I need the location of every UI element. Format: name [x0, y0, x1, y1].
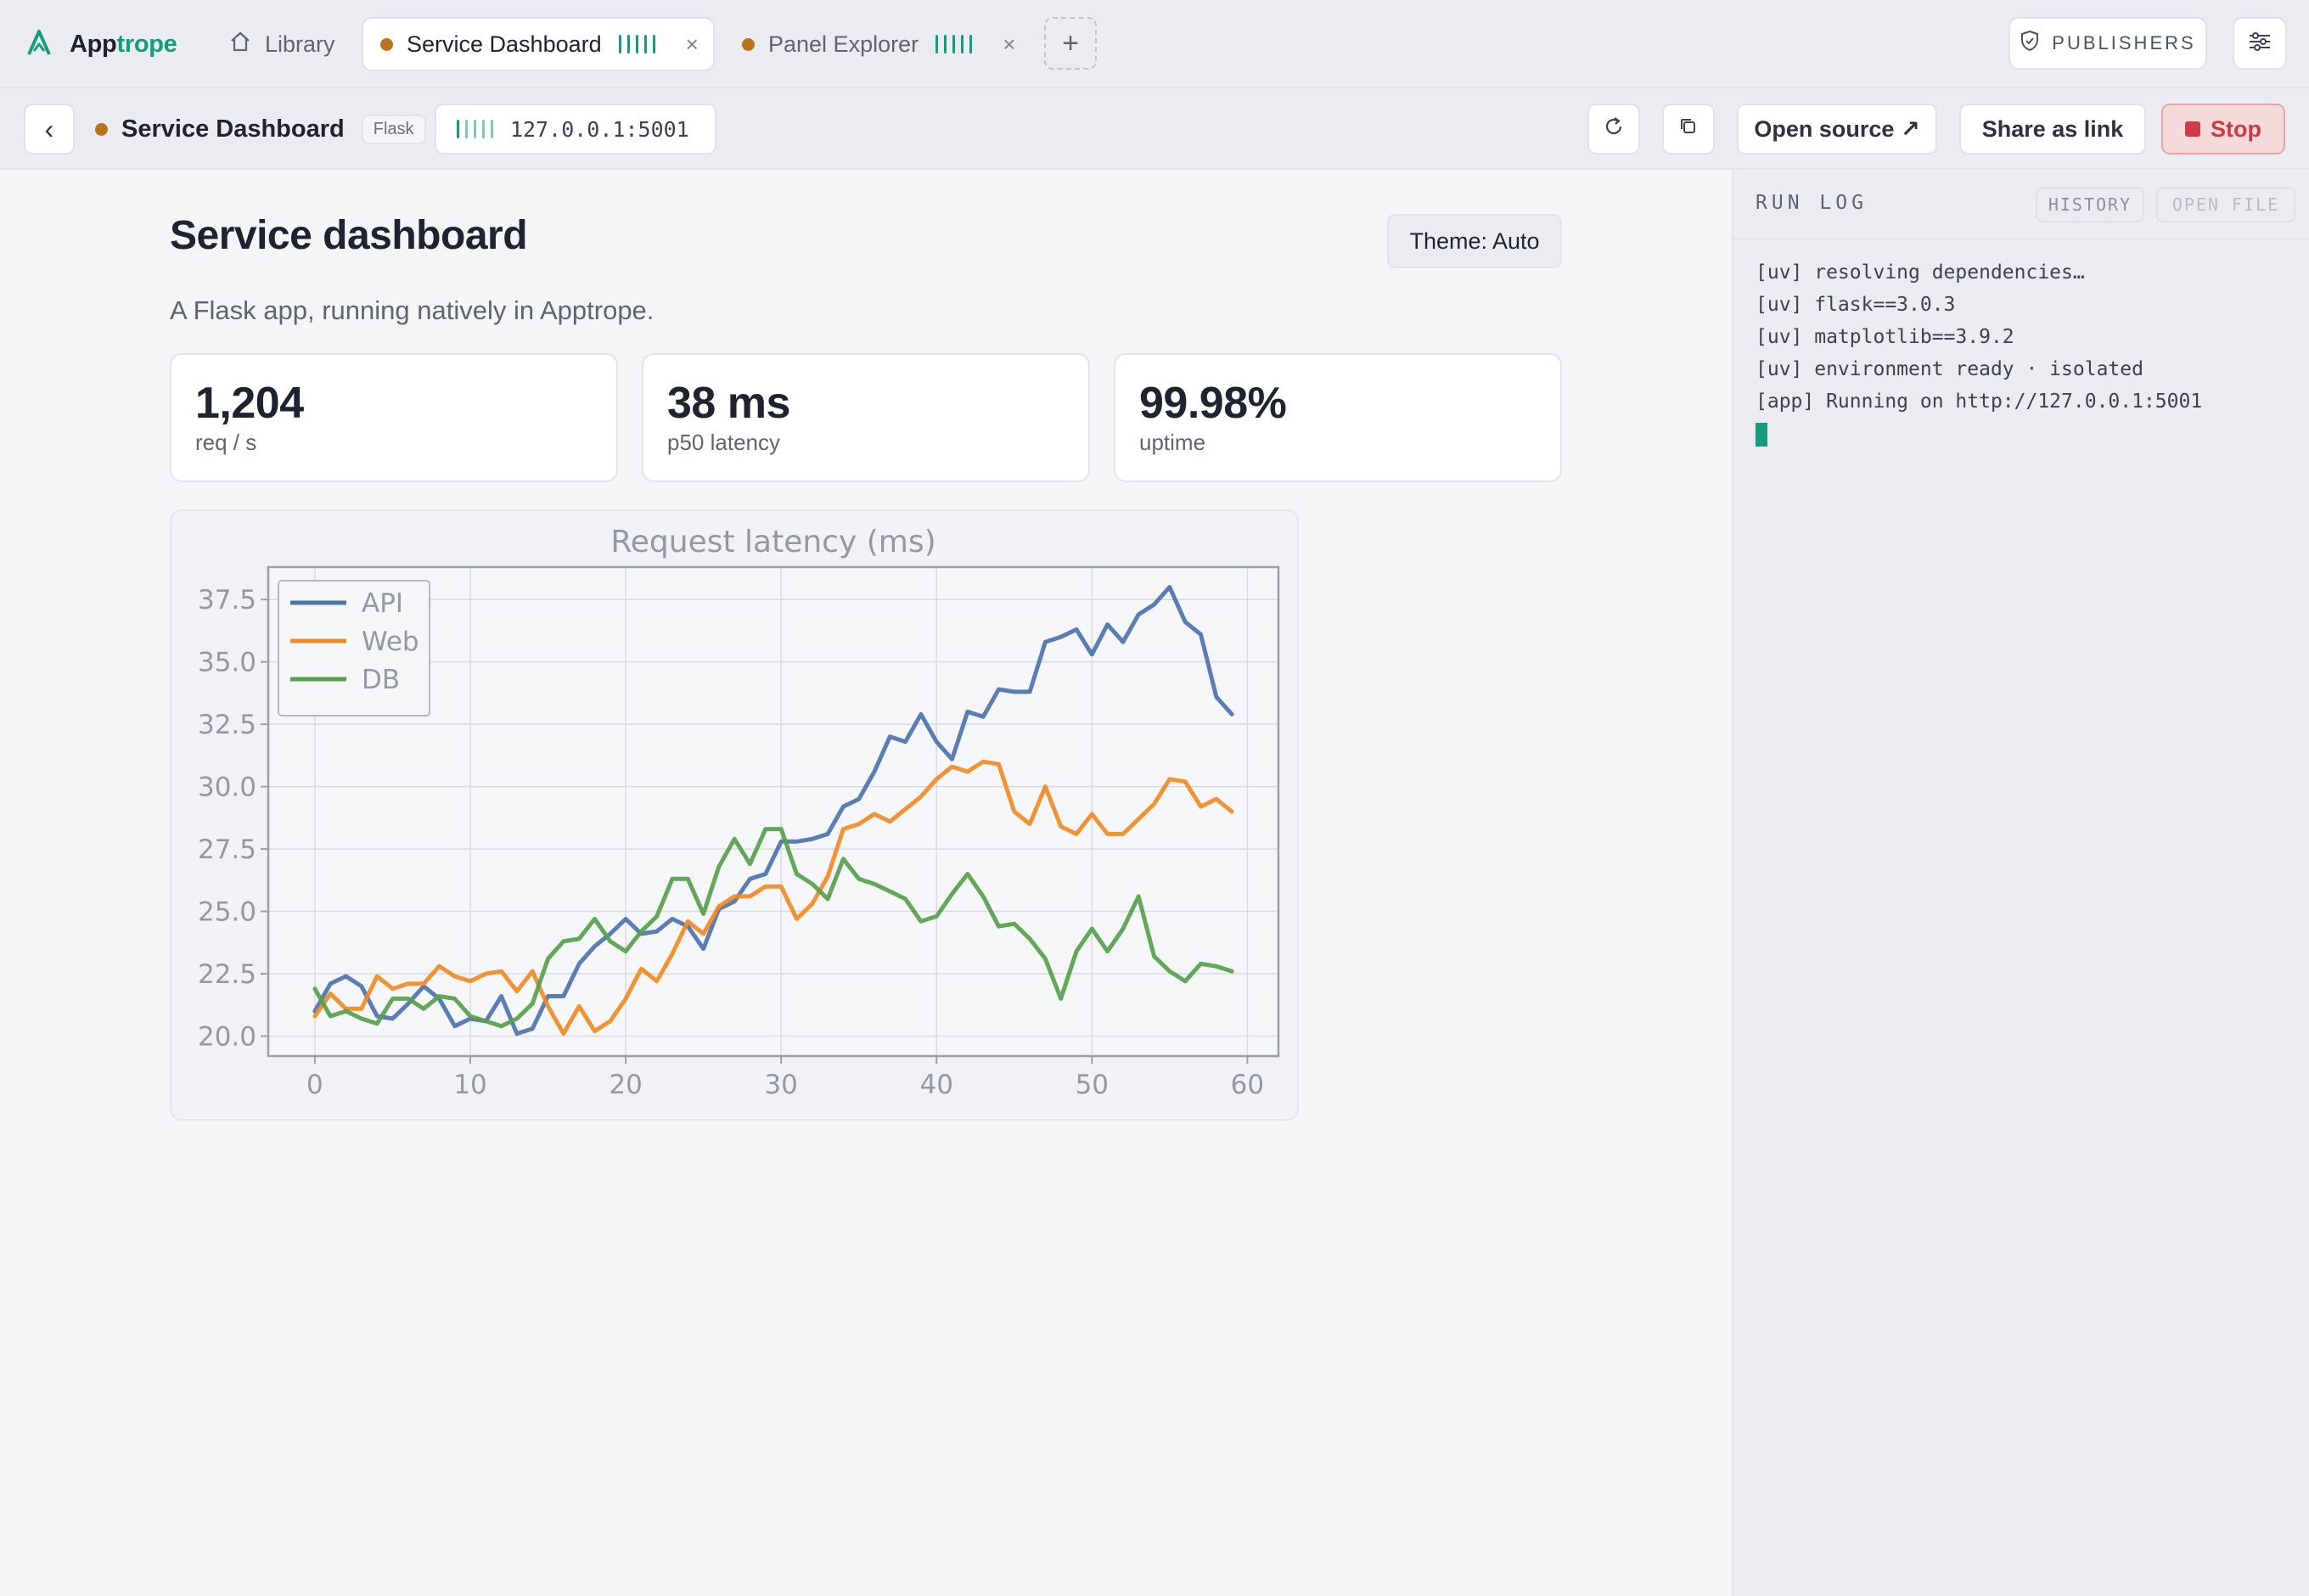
- stat-value: 38 ms: [667, 379, 790, 428]
- close-icon[interactable]: ×: [1003, 31, 1016, 57]
- stat-card-latency: 38 ms p50 latency: [642, 353, 1090, 482]
- tab-label: Library: [265, 31, 335, 57]
- series-line-web: [312, 759, 1234, 1037]
- framework-badge: Flask: [361, 114, 426, 144]
- open-file-button[interactable]: OPEN FILE: [2156, 187, 2295, 222]
- y-tick-label: 37.5: [198, 585, 256, 615]
- series-line-db: [312, 827, 1234, 1029]
- run-log-header: RUN LOG HISTORY OPEN FILE: [1733, 170, 2309, 239]
- app-preview: Service dashboard Theme: Auto A Flask ap…: [0, 170, 1732, 1596]
- status-dot: [95, 122, 108, 136]
- run-log-title: RUN LOG: [1756, 192, 1868, 214]
- y-tick-label: 32.5: [198, 710, 256, 740]
- activity-meter-icon: [618, 35, 655, 53]
- status-dot: [742, 37, 755, 51]
- theme-button[interactable]: Theme: Auto: [1387, 214, 1562, 268]
- x-tick-label: 10: [453, 1070, 486, 1100]
- stop-icon: [2185, 121, 2200, 137]
- share-link-button[interactable]: Share as link: [1959, 104, 2146, 155]
- log-line: [uv] flask==3.0.3: [1756, 294, 1956, 316]
- log-line: [uv] matplotlib==3.9.2: [1756, 326, 2014, 348]
- open-source-button[interactable]: Open source ↗: [1737, 104, 1937, 155]
- x-tick-label: 0: [306, 1070, 323, 1100]
- stat-card-requests: 1,204 req / s: [170, 353, 618, 482]
- stat-card-uptime: 99.98% uptime: [1114, 353, 1562, 482]
- y-tick-label: 20.0: [198, 1021, 256, 1052]
- x-tick-label: 30: [764, 1070, 797, 1100]
- app-toolbar: ‹ Service Dashboard Flask 127.0.0.1:5001…: [0, 88, 2309, 170]
- app-title: Service Dashboard: [121, 115, 345, 143]
- tab-panel-explorer[interactable]: Panel Explorer ×: [728, 17, 1017, 71]
- log-line: [uv] resolving dependencies…: [1756, 261, 2085, 284]
- tab-service-dashboard[interactable]: Service Dashboard ×: [362, 17, 715, 71]
- stat-label: p50 latency: [667, 430, 780, 455]
- publishers-label: PUBLISHERS: [2052, 32, 2196, 53]
- terminal-cursor: [1756, 423, 1767, 447]
- url-field[interactable]: 127.0.0.1:5001: [435, 104, 716, 155]
- close-icon[interactable]: ×: [685, 31, 699, 57]
- settings-button[interactable]: [2233, 17, 2287, 70]
- y-tick-label: 27.5: [198, 835, 256, 865]
- back-button[interactable]: ‹: [24, 104, 75, 155]
- series-line-api: [312, 585, 1234, 1037]
- stat-label: req / s: [195, 430, 257, 455]
- legend-label: API: [362, 588, 403, 619]
- url-text: 127.0.0.1:5001: [510, 116, 689, 142]
- stat-value: 99.98%: [1139, 379, 1287, 428]
- run-log-output: [uv] resolving dependencies… [uv] flask=…: [1756, 256, 2202, 447]
- brand-name: Apptrope: [70, 30, 177, 58]
- publishers-button[interactable]: PUBLISHERS: [2008, 17, 2207, 70]
- stat-label: uptime: [1139, 430, 1206, 455]
- x-tick-label: 40: [920, 1070, 953, 1100]
- log-line: [uv] environment ready · isolated: [1756, 358, 2143, 380]
- latency-chart-card: 0 10 20 30 40 50 60 20.0 22.5 25.0 27.5 30.0 32.5 35.…: [170, 509, 1299, 1121]
- y-tick-label: 22.5: [198, 959, 256, 990]
- y-tick-label: 25.0: [198, 897, 256, 928]
- y-tick-label: 30.0: [198, 773, 256, 803]
- app-title-group: Service Dashboard Flask: [95, 104, 426, 155]
- legend-label: Web: [362, 627, 419, 657]
- x-tick-label: 50: [1076, 1070, 1109, 1100]
- page-title: Service dashboard: [170, 213, 528, 258]
- tab-label: Service Dashboard: [407, 31, 602, 57]
- chart-title: Request latency (ms): [610, 525, 935, 559]
- legend-box: [278, 580, 430, 717]
- legend-label: DB: [362, 665, 400, 695]
- add-tab-button[interactable]: +: [1044, 17, 1097, 70]
- activity-meter-icon: [457, 120, 493, 138]
- brand[interactable]: Apptrope: [25, 25, 177, 63]
- reload-button[interactable]: [1587, 104, 1640, 155]
- tab-label: Panel Explorer: [768, 31, 919, 57]
- tab-library[interactable]: Library: [221, 17, 348, 71]
- sliders-icon: [2248, 31, 2272, 56]
- latency-chart: 0 10 20 30 40 50 60 20.0 22.5 25.0 27.5 30.0 32.5 35.…: [198, 525, 1280, 1100]
- y-tick-label: 35.0: [198, 648, 256, 678]
- shield-check-icon: [2020, 30, 2040, 57]
- page-subtitle: A Flask app, running natively in Apptrop…: [170, 295, 654, 325]
- stop-label: Stop: [2211, 115, 2261, 142]
- x-tick-label: 60: [1231, 1070, 1264, 1100]
- home-icon: [229, 31, 251, 59]
- copy-button[interactable]: [1662, 104, 1715, 155]
- refresh-icon: [1603, 115, 1625, 143]
- status-dot: [380, 37, 393, 51]
- run-log-panel: RUN LOG HISTORY OPEN FILE [uv] resolving…: [1732, 170, 2309, 1596]
- plot-frame: [267, 565, 1280, 1058]
- history-button[interactable]: HISTORY: [2036, 187, 2144, 222]
- x-tick-label: 20: [609, 1070, 642, 1100]
- stop-button[interactable]: Stop: [2161, 104, 2285, 155]
- copy-icon: [1678, 116, 1699, 143]
- stat-value: 1,204: [195, 379, 304, 428]
- log-line: [app] Running on http://127.0.0.1:5001: [1756, 391, 2203, 413]
- plot-area: [268, 567, 1278, 1056]
- apptrope-logo-icon: [25, 29, 53, 60]
- tab-bar: Apptrope Library Service Dashboard × Pan…: [0, 0, 2309, 88]
- activity-meter-icon: [935, 35, 973, 53]
